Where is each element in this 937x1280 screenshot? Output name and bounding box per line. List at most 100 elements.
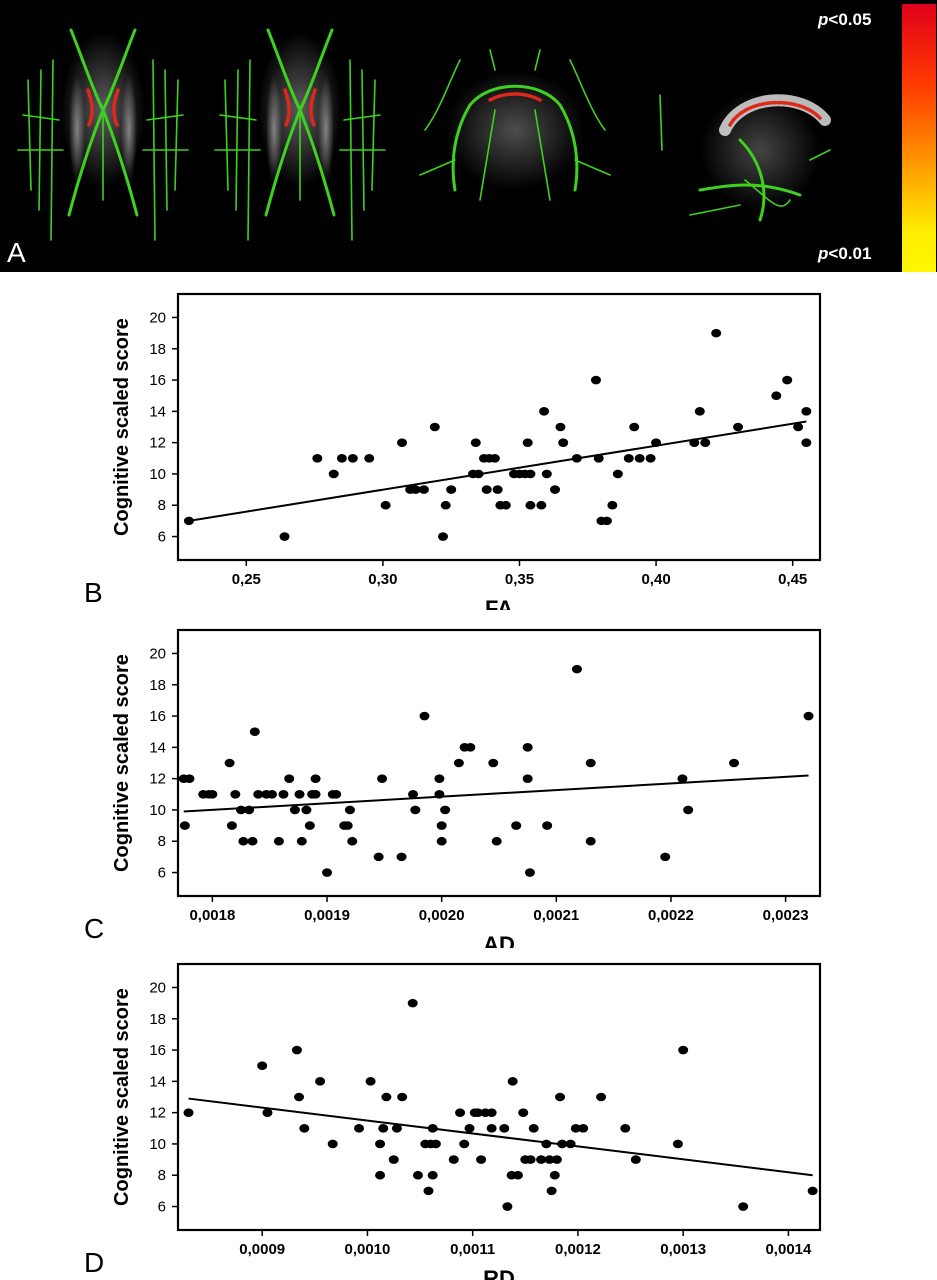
plot-d-data-point [412, 1170, 423, 1180]
plot-b-ytick-label: 20 [149, 309, 166, 326]
plot-d-ytick-label: 18 [149, 1011, 166, 1028]
scatter-plot-rd: 6 8 10 12 14 16 18 20 0,0009 0,0010 0,0011 0,0012 0,… [84, 962, 822, 1280]
plot-c-data-point [434, 789, 445, 799]
plot-c-data-point [677, 774, 688, 783]
sagittal-slice [659, 90, 831, 222]
plot-d-data-point [544, 1155, 555, 1164]
plot-b-ytick-label: 16 [149, 372, 166, 389]
plot-b-xtick-label: 0,40 [641, 571, 670, 588]
plot-b-data-point [711, 328, 722, 338]
plot-b-data-point [525, 500, 536, 510]
plot-c-data-point [585, 836, 596, 846]
plot-b-data-point [481, 485, 492, 494]
plot-d-data-point [378, 1123, 389, 1133]
plot-d-data-point [672, 1139, 683, 1149]
plot-b-data-point [550, 485, 561, 494]
plot-b-data-point [555, 422, 566, 432]
plot-d-xtick-label: 0,0009 [239, 1241, 285, 1258]
plot-c-regression-line [183, 774, 809, 813]
plot-d-data-point [557, 1139, 568, 1149]
plot-b-data-point [397, 438, 408, 447]
colorbar-bottom-label: p<0.01 [818, 244, 872, 263]
scatter-plot-fa: 6 8 10 12 14 16 18 20 0,25 0,30 0,35 0,40 0,45 FA Cogn… [84, 292, 822, 610]
plot-b-data-point [500, 500, 511, 510]
plot-c-frame [176, 628, 822, 898]
plot-c-data-point [347, 836, 358, 846]
tbss-brain-slices [17, 28, 831, 241]
coronal-slice [419, 49, 611, 201]
plot-b-data-point [645, 453, 656, 463]
plot-b-data-point [522, 438, 533, 447]
plot-d-ytick-label: 16 [149, 1042, 166, 1059]
brain-image-panel: p<0.05 p<0.01 A [0, 0, 937, 272]
plot-d-data-point [391, 1123, 402, 1133]
plot-c-data-point [238, 836, 249, 846]
plot-c-data-point [230, 789, 241, 799]
plot-c-xtick-label: 0,0021 [533, 907, 579, 924]
plot-c-ytick-label: 20 [149, 645, 166, 662]
plot-d-xtick-label: 0,0014 [765, 1241, 812, 1258]
plot-b-data-point [279, 532, 290, 541]
plot-c-data-point [304, 821, 315, 830]
plot-d-ytick-label: 20 [149, 979, 166, 996]
plot-d-data-point [518, 1108, 529, 1117]
plot-b-data-point [347, 453, 358, 463]
plot-d-data-point [327, 1139, 338, 1149]
colorbar-top-label: p<0.05 [818, 10, 872, 29]
plot-b-data-point [782, 375, 793, 385]
plot-d-data-point [596, 1092, 607, 1102]
plot-d-data-point [551, 1155, 562, 1164]
plot-b-ytick-label: 18 [149, 341, 166, 358]
plot-d-ytick-label: 12 [149, 1105, 166, 1122]
plot-b-ytick-label: 12 [149, 435, 166, 452]
plot-c-data-point [310, 789, 321, 799]
plot-c-data-point [184, 774, 195, 783]
plot-d-xtick-label: 0,0012 [555, 1241, 601, 1258]
plot-d-data-point [620, 1123, 631, 1133]
plot-d-data-point [427, 1170, 438, 1180]
panel-letter-d: D [84, 1247, 104, 1278]
plot-c-xtick-label: 0,0019 [304, 907, 350, 924]
plot-d-xtick-label: 0,0011 [450, 1241, 495, 1258]
plot-d-data-point [630, 1155, 641, 1164]
plot-c-data-point [803, 711, 814, 721]
plot-c-y-axis-label: Cognitive scaled score [111, 654, 133, 872]
plot-d-data-point [472, 1108, 483, 1117]
plot-b-data-point [771, 391, 782, 401]
plot-c-data-point [253, 789, 264, 799]
plot-c-ytick-label: 12 [149, 771, 166, 788]
plot-b-y-axis-label: Cognitive scaled score [111, 318, 133, 536]
axial-slice-2 [214, 28, 386, 241]
scatter-plot-ad: 6 8 10 12 14 16 18 20 0,0018 0,0019 0,0020 0,0021 0,… [84, 628, 822, 948]
plot-c-data-point [434, 774, 445, 783]
plot-c-data-point [226, 821, 237, 830]
plot-b-data-point [607, 500, 618, 510]
plot-b-xtick-label: 0,25 [232, 571, 261, 588]
plot-d-data-point [512, 1170, 523, 1180]
plot-c-data-point [296, 836, 307, 846]
axial-slice-1 [17, 28, 189, 241]
plot-c-data-point [436, 836, 447, 846]
plot-d-data-point [507, 1077, 518, 1086]
plot-b-data-point [700, 438, 711, 447]
panel-letter-c: C [84, 913, 104, 944]
plot-c-data-point [224, 758, 235, 768]
plot-c-data-point [179, 821, 190, 830]
plot-b-data-point [593, 453, 604, 463]
panel-letter-b: B [84, 577, 103, 608]
plot-b-data-point [571, 453, 582, 463]
plot-d-data-point [464, 1123, 475, 1133]
plot-d-data-point [541, 1139, 552, 1149]
plot-c-data-point [440, 805, 451, 815]
plot-b-data-point [418, 485, 429, 494]
plot-b-data-point [558, 438, 569, 447]
plot-d-data-point [291, 1045, 302, 1055]
plot-c-data-point [408, 789, 419, 799]
plot-d-data-point [455, 1108, 466, 1117]
plot-b-data-point [473, 469, 484, 479]
plot-d-xtick-label: 0,0010 [344, 1241, 390, 1258]
plot-b-frame [176, 292, 822, 562]
plot-b-x-axis-label: FA [485, 596, 513, 610]
plot-c-data-point [289, 805, 300, 815]
plot-b-data-point [336, 453, 347, 463]
